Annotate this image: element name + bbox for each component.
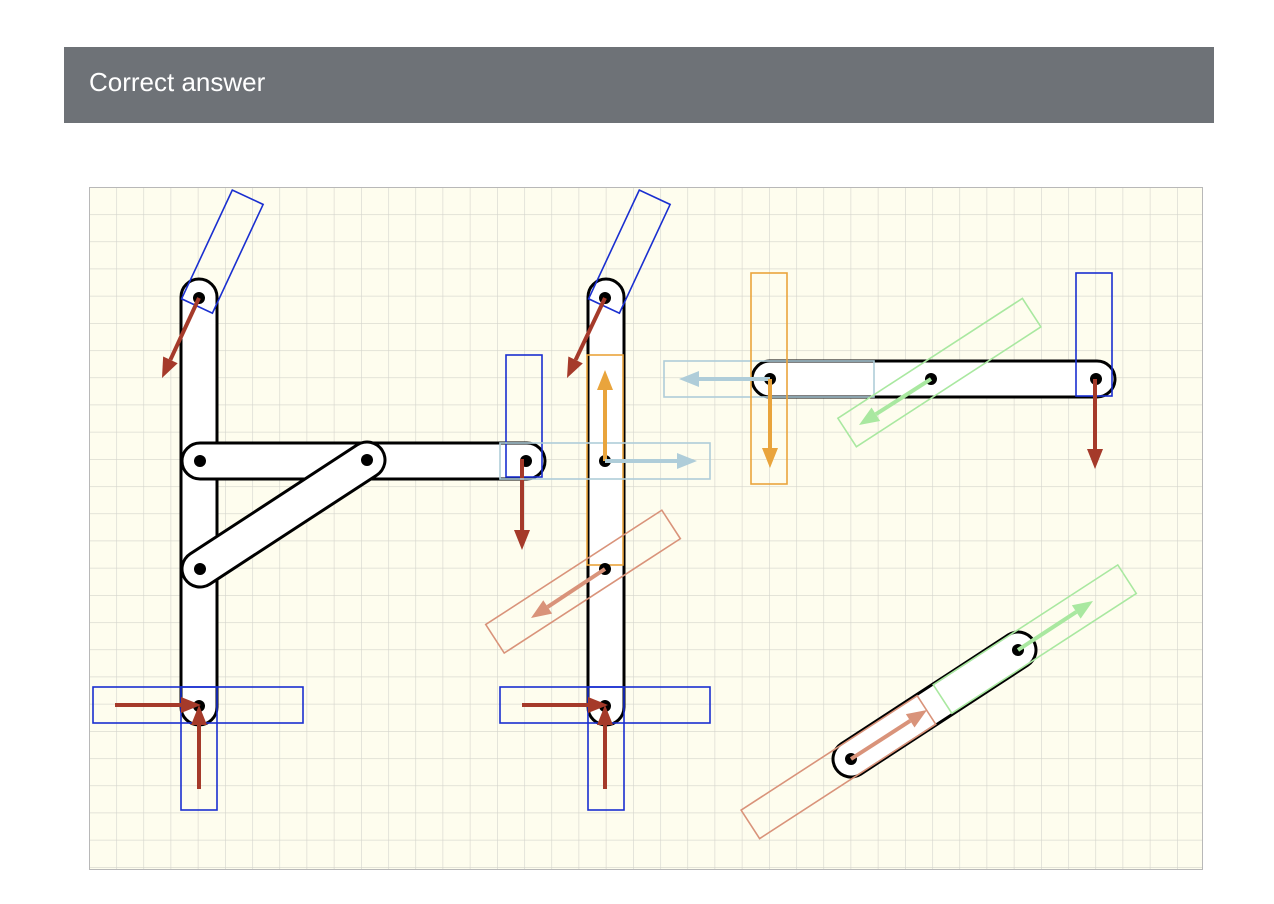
arrow-head (1071, 601, 1093, 619)
force-arrow-salmon (531, 567, 607, 618)
answer-header: Correct answer (64, 47, 1214, 123)
support-box-bottom-vertical (180, 686, 218, 811)
reaction-arrow (115, 697, 201, 713)
vertical-member-fbd (484, 188, 711, 811)
reaction-arrow (514, 459, 530, 550)
arrow-head (762, 448, 778, 468)
vertical-member (586, 277, 626, 727)
arrow-head (162, 356, 178, 378)
arrow-head (677, 453, 697, 469)
arrow-head (679, 371, 699, 387)
free-body-diagram (89, 187, 1203, 870)
arrow-shaft (168, 297, 201, 361)
force-box-light-green (836, 297, 1043, 448)
canvas-frame (89, 187, 1203, 870)
reaction-arrow (162, 297, 201, 378)
force-arrow-light-green (1016, 601, 1093, 652)
reaction-arrow (567, 297, 607, 378)
pin (194, 455, 206, 467)
force-arrow-orange (762, 379, 778, 468)
arrow-shaft (1016, 610, 1078, 652)
arrow-shaft (849, 719, 912, 761)
arrow-head (588, 697, 608, 713)
arrow-head (191, 705, 207, 725)
vertical-member (179, 277, 219, 727)
reaction-arrow (597, 705, 613, 789)
pin (194, 563, 206, 575)
arrow-head (597, 705, 613, 725)
horizontal-member-fbd (663, 272, 1117, 485)
support-box-top (587, 188, 672, 315)
support-box-bottom-vertical (587, 686, 625, 811)
force-arrow-light-blue (679, 371, 770, 387)
force-box-salmon (739, 694, 937, 840)
force-box-salmon (484, 509, 682, 655)
reaction-arrow (1087, 379, 1103, 469)
arrow-head (905, 710, 927, 728)
force-box-light-green (932, 563, 1138, 715)
force-arrow-light-green (859, 377, 933, 425)
diagonal-member (183, 443, 384, 586)
arrow-shaft (546, 567, 607, 609)
force-arrow-light-blue (605, 453, 697, 469)
full-frame-diagram (92, 188, 547, 811)
arrow-head (597, 370, 613, 390)
reaction-arrow (522, 697, 608, 713)
arrow-head (531, 600, 553, 618)
diagram-canvas (89, 187, 1203, 870)
pin (361, 454, 373, 466)
arrow-head (567, 356, 583, 378)
header-title: Correct answer (89, 67, 266, 97)
arrow-head (859, 407, 881, 425)
diagonal-member-fbd (739, 563, 1138, 840)
reaction-arrow (191, 705, 207, 789)
force-arrow-salmon (849, 710, 927, 761)
arrow-head (514, 530, 530, 550)
force-arrow-orange (597, 370, 613, 461)
arrow-head (181, 697, 201, 713)
arrow-shaft (573, 297, 607, 361)
arrow-head (1087, 449, 1103, 469)
arrow-shaft (874, 377, 933, 416)
